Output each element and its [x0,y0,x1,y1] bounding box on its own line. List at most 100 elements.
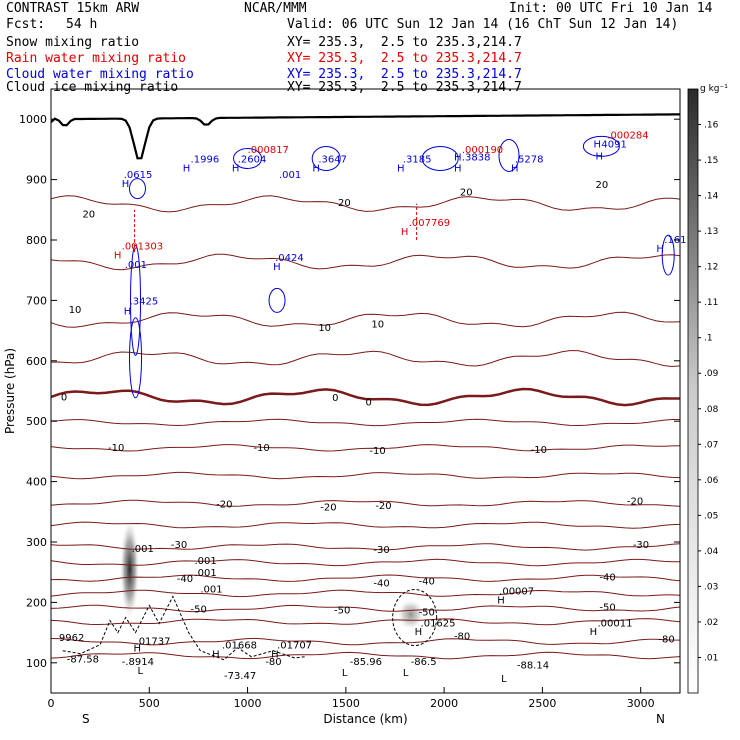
colorbar-unit: g kg⁻¹ [700,84,728,94]
cloud-water-extremum-label: H [397,164,405,175]
cloud-ice-extremum-label: H [497,595,505,606]
temperature-contour-label: 20 [82,209,95,220]
temperature-contour-label: -10 [369,446,385,457]
y-tick-label: 700 [26,294,47,307]
cloud-ice-extremum-label: L [501,674,507,685]
temperature-contour-label: -10 [531,445,547,456]
cloud-water-extremum-label: H [122,179,130,190]
temperature-contour [51,444,680,452]
field-xy-snow: XY= 235.3, 2.5 to 235.3,214.7 [287,35,522,50]
temperature-contour-label: -20 [375,501,391,512]
cloud-ice-extremum-label: H [415,627,423,638]
rain-extremum-label: H [401,227,409,238]
snow-shading-core [119,517,140,622]
cloud-water-contour [311,145,341,171]
temperature-contour-label: -40 [177,574,193,585]
temperature-contour-label: 0 [366,397,372,408]
temperature-contour-label: -80 [454,632,470,643]
field-xy-cloud-ice: XY= 235.3, 2.5 to 235.3,214.7 [287,80,522,95]
field-xy-rain: XY= 235.3, 2.5 to 235.3,214.7 [287,51,522,66]
cloud-ice-extremum-label: H [271,650,279,661]
south-end-label: S [82,712,90,726]
temperature-contour [51,499,680,507]
valid-time: Valid: 06 UTC Sun 12 Jan 14 (16 ChT Sun … [287,17,679,32]
temperature-contour [51,521,680,529]
cloud-water-extremum-label: H [273,262,281,273]
cloud-ice-extremum-label: H [134,644,142,655]
x-tick-label: 3000 [627,697,655,710]
cloud-ice-extremum-label: -88.14 [517,661,549,672]
temperature-contour-label: 0 [332,393,338,404]
init-time: Init: 00 UTC Fri 10 Jan 14 [509,1,713,16]
cloud-ice-extremum-label: .00007 [499,586,534,597]
temperature-contour-label: 20 [595,180,608,191]
colorbar-tick-label: .1 [704,334,713,344]
cloud-ice-extremum-label: -.8914 [122,657,154,668]
temperature-contour-label: -40 [599,572,615,583]
temperature-contour [51,558,680,567]
cloud-ice-extremum-label: H [212,650,220,661]
y-tick-label: 1000 [19,113,47,126]
cloud-ice-extremum-label: 9962 [59,633,84,644]
cloud-water-extremum-label: .001 [125,260,147,271]
temperature-contour-label: 0 [61,392,67,403]
temperature-contour-label: -80 [658,635,674,646]
colorbar-tick-label: .02 [704,618,718,628]
y-axis-title: Pressure (hPa) [3,348,17,434]
cloud-water-extremum-label: .5278 [515,154,544,165]
x-tick-label: 1500 [332,697,360,710]
cloud-water-contour [421,145,459,171]
x-tick-label: 2000 [430,697,458,710]
rain-extremum-label: .000190 [462,145,503,156]
colorbar-tick-label: .03 [704,582,718,592]
cloud-ice-extremum-label: -73.47 [224,671,256,682]
temperature-contour-label: -30 [633,540,649,551]
cloud-water-contour [129,317,143,399]
fcst-label: Fcst: [6,17,46,32]
field-name-snow: Snow mixing ratio [6,35,140,50]
cloud-water-extremum-label: .2604 [238,154,267,165]
cloud-water-extremum-label: .3185 [403,154,432,165]
cloud-water-extremum-label: .3425 [130,296,159,307]
cloud-water-extremum-label: H [454,164,462,175]
temperature-contour-label: -50 [191,604,207,615]
cloud-ice-extremum-label: -86.5 [411,657,437,668]
temperature-contour [51,350,680,368]
temperature-contour [51,543,680,551]
cloud-water-contour [128,178,146,200]
y-tick-label: 400 [26,476,47,489]
temperature-contour-label: -40 [373,578,389,589]
cloud-ice-extremum-label: .01668 [222,641,257,652]
rain-extremum-label: .000817 [248,145,289,156]
colorbar-tick-label: .06 [704,476,719,486]
temperature-contour-label: -10 [253,443,269,454]
cloud-water-extremum-label: .001 [279,170,301,181]
cloud-water-extremum-label: .3838 [462,153,491,164]
colorbar-tick-label: .14 [704,192,719,202]
temperature-contour [51,253,680,271]
colorbar-tick-label: .12 [704,263,718,273]
temperature-contour [51,604,680,613]
cloud-water-extremum-label: H [454,153,462,164]
temperature-contour [51,651,680,660]
temperature-contour-label: 20 [460,188,473,199]
colorbar-tick-label: .09 [704,369,719,379]
rain-extremum-label: H [114,250,122,261]
x-tick-label: 500 [139,697,160,710]
cloud-ice-extremum-label: L [403,668,409,679]
cloud-ice-extremum-label: .001 [200,585,222,596]
cloud-ice-extremum-label: -87.58 [67,655,99,666]
cloud-water-extremum-label: .3647 [318,154,347,165]
cloud-ice-extremum-label: .01625 [421,618,456,629]
temperature-contour [51,637,680,646]
colorbar-tick-label: .16 [704,121,719,131]
colorbar-tick-label: .07 [704,440,718,450]
cloud-water-extremum-label: .0615 [124,170,153,181]
temperature-contour-label: -30 [373,545,389,556]
colorbar-tick-label: .05 [704,511,718,521]
y-tick-label: 600 [26,355,47,368]
cloud-ice-extremum-label: H [590,627,598,638]
temperature-contour-label: -50 [419,607,435,618]
cloud-water-extremum-label: H [312,164,320,175]
temperature-contour-label: -20 [627,496,643,507]
